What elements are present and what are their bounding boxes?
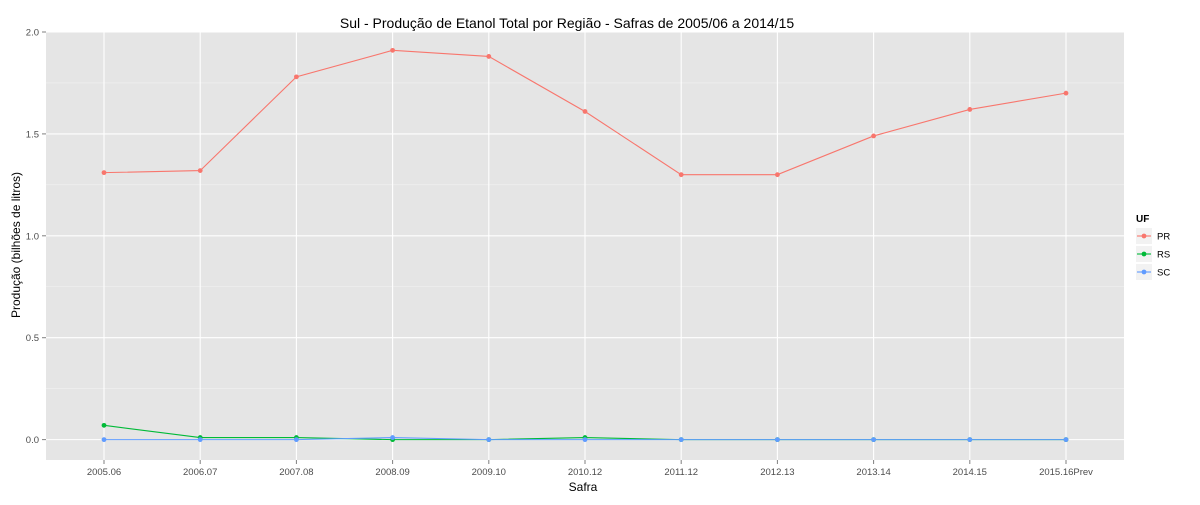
data-point-sc: [871, 437, 876, 443]
legend-label-sc: SC: [1157, 268, 1170, 279]
x-tick-label: 2005.06: [87, 467, 121, 478]
y-axis-title: Produção (bilhões de litros): [9, 172, 23, 318]
x-tick-label: 2013.14: [856, 467, 890, 478]
axes: 0.0 0.5 1.0 1.5 2.0 2005.06 2006.07 2007.08 2008…: [26, 28, 1093, 479]
data-point-rs: [101, 422, 107, 428]
data-point-sc: [1063, 437, 1069, 443]
x-tick-label: 2011.12: [664, 467, 698, 478]
legend-key-point-pr: [1141, 233, 1147, 239]
x-tick-label: 2014.15: [953, 467, 987, 478]
x-tick-label: 2015.16Prev: [1039, 467, 1093, 478]
legend-label-rs: RS: [1157, 250, 1170, 261]
y-tick-label: 1.5: [26, 129, 39, 140]
data-point-sc: [390, 435, 395, 440]
x-tick-label: 2012.13: [760, 467, 794, 478]
y-tick-label: 0.0: [26, 435, 39, 446]
data-point-pr: [967, 107, 973, 112]
data-point-sc: [582, 437, 588, 443]
legend-label-pr: PR: [1157, 232, 1170, 243]
data-point-sc: [967, 437, 973, 443]
legend-title: UF: [1136, 214, 1149, 225]
x-axis-title: Safra: [569, 480, 598, 494]
x-tick-label: 2009.10: [472, 467, 506, 478]
x-tick-label: 2008.09: [375, 467, 409, 478]
x-tick-label: 2006.07: [183, 467, 217, 478]
data-point-sc: [678, 437, 684, 443]
legend-key-point-sc: [1141, 269, 1147, 275]
y-tick-label: 0.5: [26, 333, 39, 344]
x-tick-label: 2007.08: [279, 467, 313, 478]
data-point-pr: [101, 170, 107, 176]
data-point-sc: [486, 437, 492, 443]
x-tick-label: 2010.12: [568, 467, 602, 478]
data-point-sc: [294, 437, 299, 443]
legend-key-point-rs: [1141, 251, 1147, 257]
data-point-pr: [582, 109, 588, 114]
y-tick-label: 1.0: [26, 231, 39, 242]
data-point-sc: [775, 437, 780, 443]
data-point-pr: [197, 168, 203, 173]
data-point-pr: [294, 74, 299, 80]
series-layer: [101, 47, 1069, 443]
data-point-pr: [871, 133, 876, 139]
y-tick-label: 2.0: [26, 28, 39, 39]
data-point-pr: [775, 172, 780, 178]
chart-title: Sul - Produção de Etanol Total por Regiã…: [340, 15, 794, 31]
legend: UF PR RS SC: [1136, 214, 1170, 280]
data-point-pr: [678, 172, 684, 178]
data-point-pr: [390, 47, 395, 53]
data-point-pr: [1063, 90, 1069, 96]
data-point-sc: [101, 437, 107, 443]
data-point-pr: [486, 54, 492, 59]
grid-lines: [46, 31, 1124, 460]
data-point-sc: [197, 437, 203, 443]
